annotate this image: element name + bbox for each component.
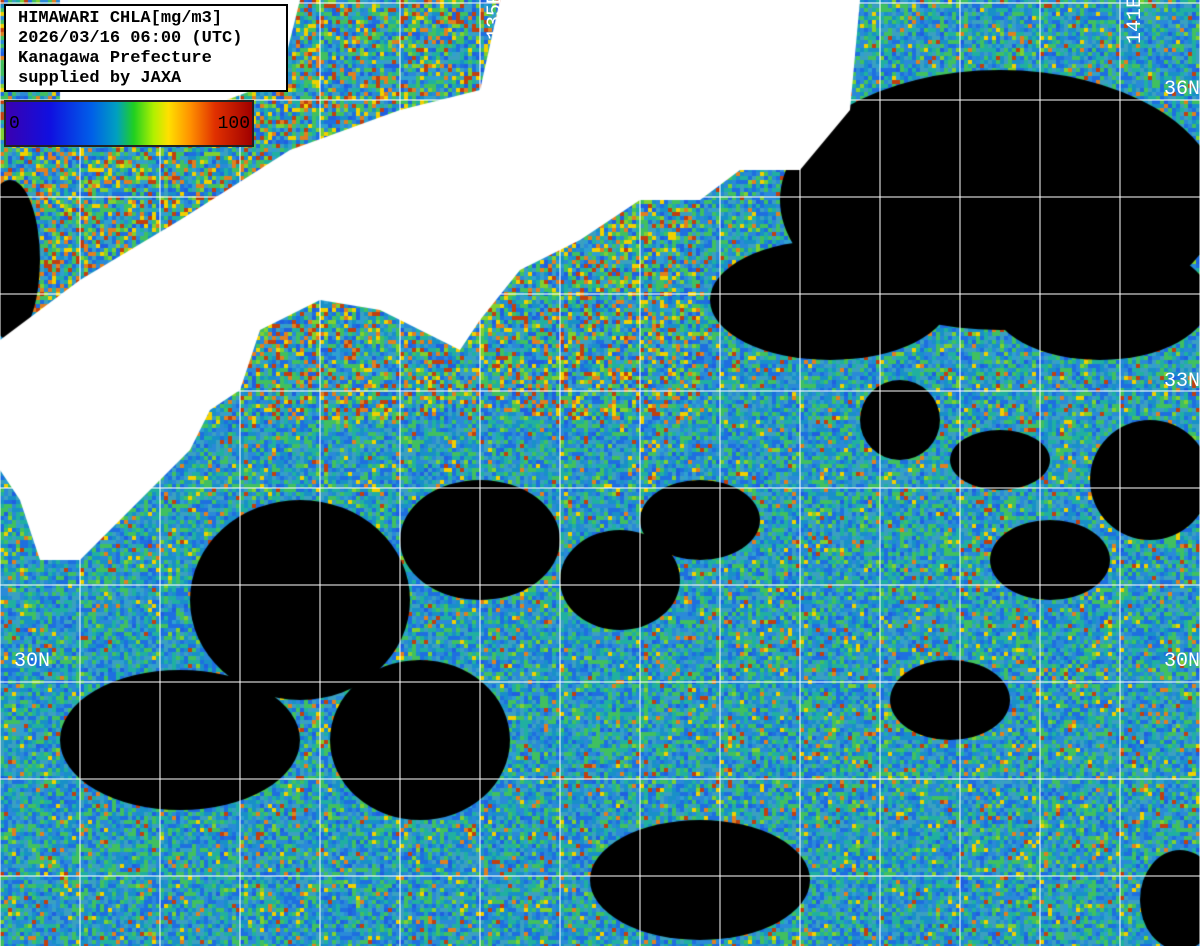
lat-label-30n-right: 30N xyxy=(1164,650,1200,673)
lon-label-135e: 135E xyxy=(484,0,507,40)
region-line: Kanagawa Prefecture xyxy=(18,49,212,68)
lat-label-36n: 36N xyxy=(1164,78,1200,101)
colorbar-min: 0 xyxy=(9,114,20,134)
title-line: HIMAWARI CHLA[mg/m3] xyxy=(18,9,223,28)
lon-label-141e: 141E xyxy=(1124,0,1147,44)
supplier-line: supplied by JAXA xyxy=(18,69,182,88)
colorbar: 0 100 xyxy=(4,100,254,147)
title-box: HIMAWARI CHLA[mg/m3] 2026/03/16 06:00 (U… xyxy=(4,4,288,92)
lat-label-30n-left: 30N xyxy=(14,650,51,673)
colorbar-max: 100 xyxy=(217,114,250,134)
lat-label-33n: 33N xyxy=(1164,370,1200,393)
datetime-line: 2026/03/16 06:00 (UTC) xyxy=(18,29,243,48)
